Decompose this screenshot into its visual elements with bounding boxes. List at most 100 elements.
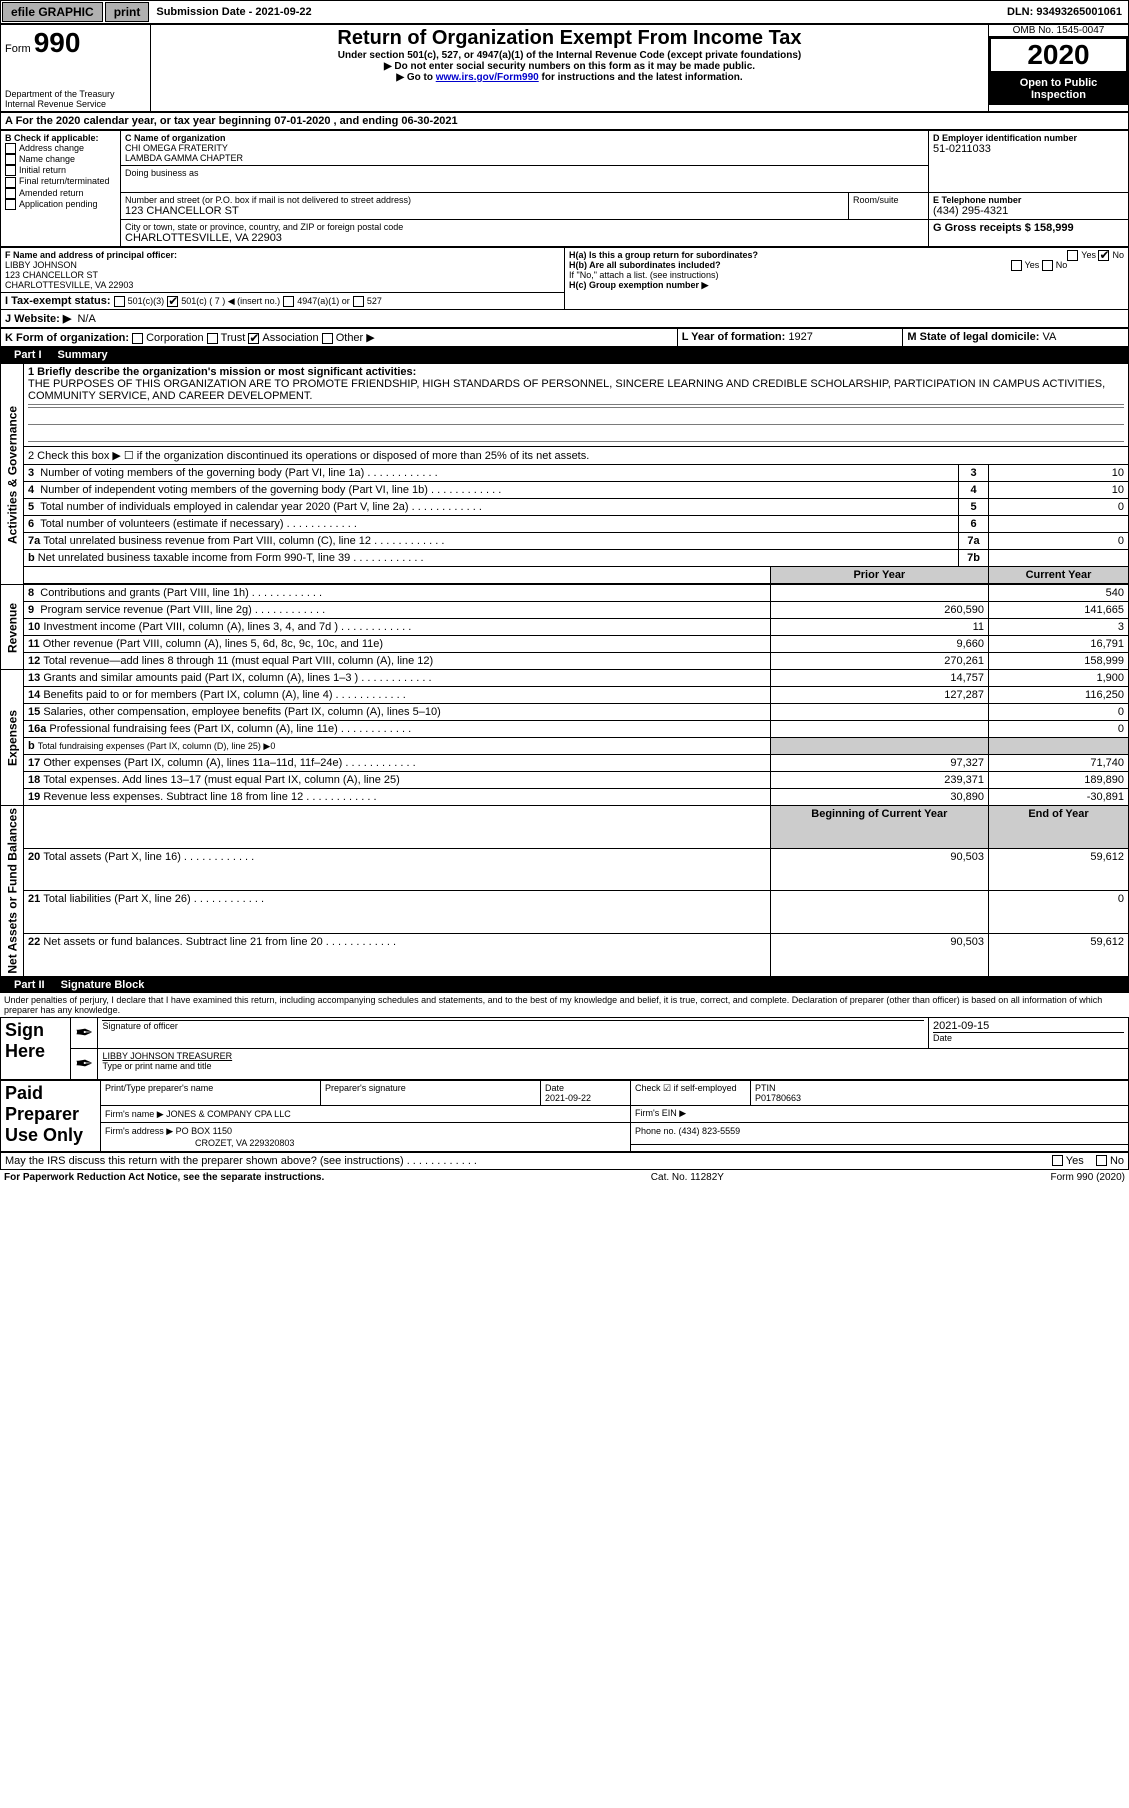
box-c-label: C Name of organization xyxy=(125,133,226,143)
ln-box: 3 xyxy=(959,465,989,482)
ln-num: 4 xyxy=(28,484,34,496)
box-j-label: J Website: ▶ xyxy=(5,313,71,325)
city-value: CHARLOTTESVILLE, VA 22903 xyxy=(125,232,924,244)
officer-addr2: CHARLOTTESVILLE, VA 22903 xyxy=(5,280,560,290)
firm-name-value: JONES & COMPANY CPA LLC xyxy=(166,1109,291,1119)
part-2-header: Part II Signature Block xyxy=(0,977,1129,993)
ln-current: 59,612 xyxy=(989,933,1129,976)
paid-preparer-block: Paid Preparer Use Only Print/Type prepar… xyxy=(0,1080,1129,1152)
checkbox-initial-return[interactable] xyxy=(5,165,16,176)
box-g-label: G Gross receipts $ xyxy=(933,222,1034,234)
ln-text: Revenue less expenses. Subtract line 18 … xyxy=(43,791,376,803)
ln-num: 19 xyxy=(28,791,40,803)
checkbox-name-change[interactable] xyxy=(5,154,16,165)
print-button[interactable]: print xyxy=(105,2,150,22)
ha-yes: Yes xyxy=(1081,250,1096,260)
opt-other: Other ▶ xyxy=(336,332,375,344)
officer-block: F Name and address of principal officer:… xyxy=(0,247,1129,328)
checkbox-pending[interactable] xyxy=(5,199,16,210)
ln-current: 3 xyxy=(989,619,1129,636)
checkbox-501c[interactable] xyxy=(167,296,178,307)
ln-prior: 11 xyxy=(770,619,988,636)
ln-num: 18 xyxy=(28,774,40,786)
side-activities-governance: Activities & Governance xyxy=(1,364,24,585)
efile-button[interactable]: efile GRAPHIC xyxy=(2,2,103,22)
checkbox-ha-no[interactable] xyxy=(1098,250,1109,261)
checkbox-corp[interactable] xyxy=(132,333,143,344)
checkbox-501c3[interactable] xyxy=(114,296,125,307)
ln-current: 0 xyxy=(989,891,1129,934)
ln-prior xyxy=(770,704,988,721)
part-2-num: Part II xyxy=(6,979,53,991)
checkbox-address-change[interactable] xyxy=(5,143,16,154)
type-name-label: Type or print name and title xyxy=(102,1061,1124,1071)
ln-prior xyxy=(770,585,988,602)
prep-sig-label: Preparer's signature xyxy=(321,1080,541,1105)
footer-right: Form 990 (2020) xyxy=(1051,1172,1125,1183)
checkbox-trust[interactable] xyxy=(207,333,218,344)
gross-receipts-value: 158,999 xyxy=(1034,222,1074,234)
h-a-label: H(a) Is this a group return for subordin… xyxy=(569,250,758,260)
website-value: N/A xyxy=(77,313,95,325)
ln-box: 5 xyxy=(959,499,989,516)
ln-text: Grants and similar amounts paid (Part IX… xyxy=(43,672,431,684)
ln-current: 59,612 xyxy=(989,848,1129,891)
omb-number: OMB No. 1545-0047 xyxy=(989,25,1128,37)
may-irs-text: May the IRS discuss this return with the… xyxy=(5,1155,477,1167)
dba-label: Doing business as xyxy=(125,168,924,178)
ln-text: Professional fundraising fees (Part IX, … xyxy=(49,723,411,735)
ln-val: 10 xyxy=(989,482,1129,499)
ln-num: b xyxy=(28,740,35,752)
checkbox-irs-no[interactable] xyxy=(1096,1155,1107,1166)
ln-prior: 97,327 xyxy=(770,755,988,772)
checkbox-527[interactable] xyxy=(353,296,364,307)
ln-val xyxy=(989,516,1129,533)
page-footer: For Paperwork Reduction Act Notice, see … xyxy=(0,1170,1129,1185)
ln-num: 11 xyxy=(28,638,40,650)
prep-date-label: Date xyxy=(545,1083,626,1093)
instructions-link[interactable]: www.irs.gov/Form990 xyxy=(436,72,539,83)
sign-here-label: Sign Here xyxy=(1,1017,71,1079)
checkbox-hb-yes[interactable] xyxy=(1011,260,1022,271)
h-c-label: H(c) Group exemption number ▶ xyxy=(569,280,708,290)
ln-text: Net unrelated business taxable income fr… xyxy=(38,552,424,564)
ln-prior: 239,371 xyxy=(770,772,988,789)
line-a-text-a: A For the 2020 calendar year, or tax yea… xyxy=(5,115,274,127)
dln: DLN: 93493265001061 xyxy=(1001,4,1128,20)
checkbox-other[interactable] xyxy=(322,333,333,344)
checkbox-4947[interactable] xyxy=(283,296,294,307)
ln-num: 13 xyxy=(28,672,40,684)
box-i-label: I Tax-exempt status: xyxy=(5,295,111,307)
ln-num: 20 xyxy=(28,851,40,863)
line-a: A For the 2020 calendar year, or tax yea… xyxy=(0,112,1129,130)
checkbox-ha-yes[interactable] xyxy=(1067,250,1078,261)
part-1-num: Part I xyxy=(6,349,50,361)
side-expenses: Expenses xyxy=(1,670,24,806)
submission-date-label: Submission Date - xyxy=(156,6,255,18)
irs-yes: Yes xyxy=(1066,1155,1084,1167)
phone-value: (434) 823-5559 xyxy=(679,1126,741,1136)
ln-num: 5 xyxy=(28,501,34,513)
row-ag-6: 6 Total number of volunteers (estimate i… xyxy=(1,516,1129,533)
ln-text: Other expenses (Part IX, column (A), lin… xyxy=(43,757,415,769)
ln-prior-grey xyxy=(770,738,988,755)
checkbox-final-return[interactable] xyxy=(5,177,16,188)
ln-num: 9 xyxy=(28,604,34,616)
ln-text: Salaries, other compensation, employee b… xyxy=(43,706,440,718)
line-a-begin: 07-01-2020 xyxy=(274,115,330,127)
opt-corp: Corporation xyxy=(146,332,203,344)
checkbox-hb-no[interactable] xyxy=(1042,260,1053,271)
dln-value: 93493265001061 xyxy=(1036,6,1122,18)
h-b-note: If "No," attach a list. (see instruction… xyxy=(569,270,1124,280)
checkbox-assoc[interactable] xyxy=(248,333,259,344)
ln-val: 10 xyxy=(989,465,1129,482)
room-label: Room/suite xyxy=(853,195,924,205)
ln-current: 16,791 xyxy=(989,636,1129,653)
checkbox-irs-yes[interactable] xyxy=(1052,1155,1063,1166)
opt-pending: Application pending xyxy=(19,199,98,209)
checkbox-amended[interactable] xyxy=(5,188,16,199)
firm-addr-label: Firm's address ▶ xyxy=(105,1126,176,1136)
opt-final-return: Final return/terminated xyxy=(19,176,110,186)
col-current: Current Year xyxy=(989,567,1129,584)
opt-501c3: 501(c)(3) xyxy=(128,296,165,306)
